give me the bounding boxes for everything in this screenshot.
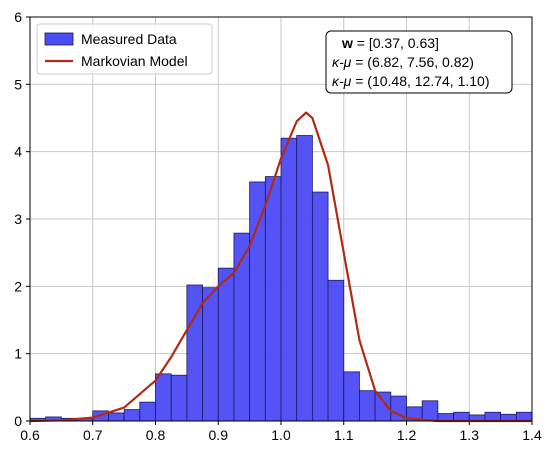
legend-swatch bbox=[44, 32, 74, 46]
legend-box bbox=[36, 23, 213, 75]
y-tick-label: 3 bbox=[14, 211, 22, 227]
annotation-line: κ-μ = (6.82, 7.56, 0.82) bbox=[332, 54, 474, 70]
bar bbox=[155, 373, 172, 422]
x-tick-label: 1.4 bbox=[522, 427, 542, 443]
bar bbox=[343, 371, 360, 422]
bar bbox=[327, 279, 345, 422]
y-tick-label: 1 bbox=[14, 346, 22, 362]
bar bbox=[296, 135, 313, 422]
x-tick-label: 0.7 bbox=[83, 427, 103, 443]
annotation-symbol: κ-μ bbox=[332, 73, 352, 89]
y-tick-label: 2 bbox=[14, 278, 22, 294]
bar bbox=[170, 374, 188, 422]
bar bbox=[515, 411, 533, 422]
x-tick-label: 1.0 bbox=[271, 427, 291, 443]
x-tick-label: 1.3 bbox=[460, 427, 480, 443]
bar bbox=[139, 401, 156, 422]
annotation-line: κ-μ = (10.48, 12.74, 1.10) bbox=[332, 73, 490, 89]
x-tick-label: 1.2 bbox=[397, 427, 417, 443]
annotation-value: = (10.48, 12.74, 1.10) bbox=[351, 73, 489, 89]
bar bbox=[280, 137, 298, 422]
bar bbox=[421, 400, 439, 422]
bar bbox=[437, 413, 454, 422]
bar bbox=[249, 181, 266, 422]
bar bbox=[359, 390, 376, 422]
y-tick-label: 4 bbox=[14, 144, 22, 160]
y-tick-label: 6 bbox=[14, 9, 22, 25]
legend-label: Markovian Model bbox=[81, 53, 188, 69]
annotation-value: = [0.37, 0.63] bbox=[353, 35, 439, 51]
annotation-symbol: w bbox=[341, 35, 353, 51]
bar bbox=[484, 411, 502, 422]
bar bbox=[217, 267, 235, 422]
plot-frame bbox=[29, 16, 533, 422]
legend-label: Measured Data bbox=[81, 31, 177, 47]
y-tick-label: 5 bbox=[14, 76, 22, 92]
annotation-box bbox=[325, 30, 513, 94]
y-tick-label: 0 bbox=[14, 413, 22, 429]
bar bbox=[264, 176, 282, 422]
annotation-line: w = [0.37, 0.63] bbox=[341, 35, 439, 51]
bar bbox=[453, 411, 470, 422]
x-tick-label: 0.6 bbox=[20, 427, 40, 443]
bar bbox=[202, 287, 219, 422]
bar bbox=[108, 412, 125, 422]
x-tick-label: 0.9 bbox=[209, 427, 229, 443]
x-tick-label: 1.1 bbox=[334, 427, 354, 443]
x-tick-label: 0.8 bbox=[146, 427, 166, 443]
annotation-value: = (6.82, 7.56, 0.82) bbox=[351, 54, 474, 70]
bar bbox=[311, 191, 329, 422]
bar bbox=[123, 409, 141, 422]
annotation-symbol: κ-μ bbox=[332, 54, 352, 70]
model-line bbox=[29, 111, 532, 423]
